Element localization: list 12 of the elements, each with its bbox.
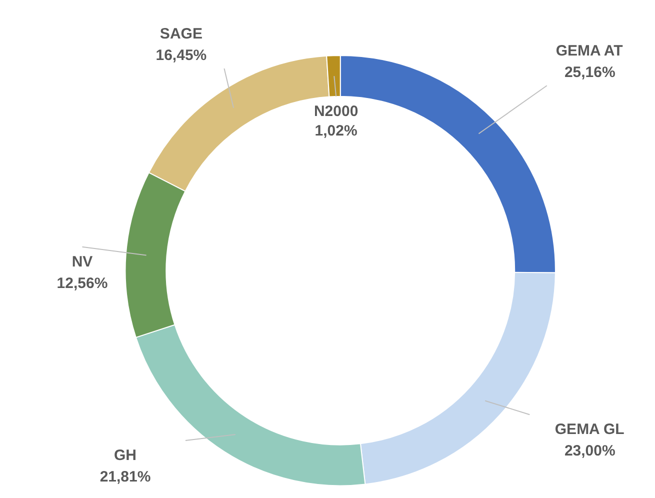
- data-label: 25,16%: [564, 64, 616, 82]
- slice-label: GEMA AT: [556, 42, 623, 60]
- slice-label: GH: [114, 446, 137, 464]
- slice-label: SAGE: [160, 26, 202, 43]
- data-label: 23,00%: [564, 442, 616, 460]
- slice-label: NV: [72, 253, 93, 270]
- slice-label: N2000: [314, 102, 358, 120]
- data-label: 16,45%: [156, 47, 207, 64]
- data-label: 12,56%: [56, 274, 108, 292]
- data-label: 1,02%: [314, 122, 358, 140]
- data-label: 21,81%: [100, 468, 151, 486]
- slice-label: GEMA GL: [554, 421, 624, 438]
